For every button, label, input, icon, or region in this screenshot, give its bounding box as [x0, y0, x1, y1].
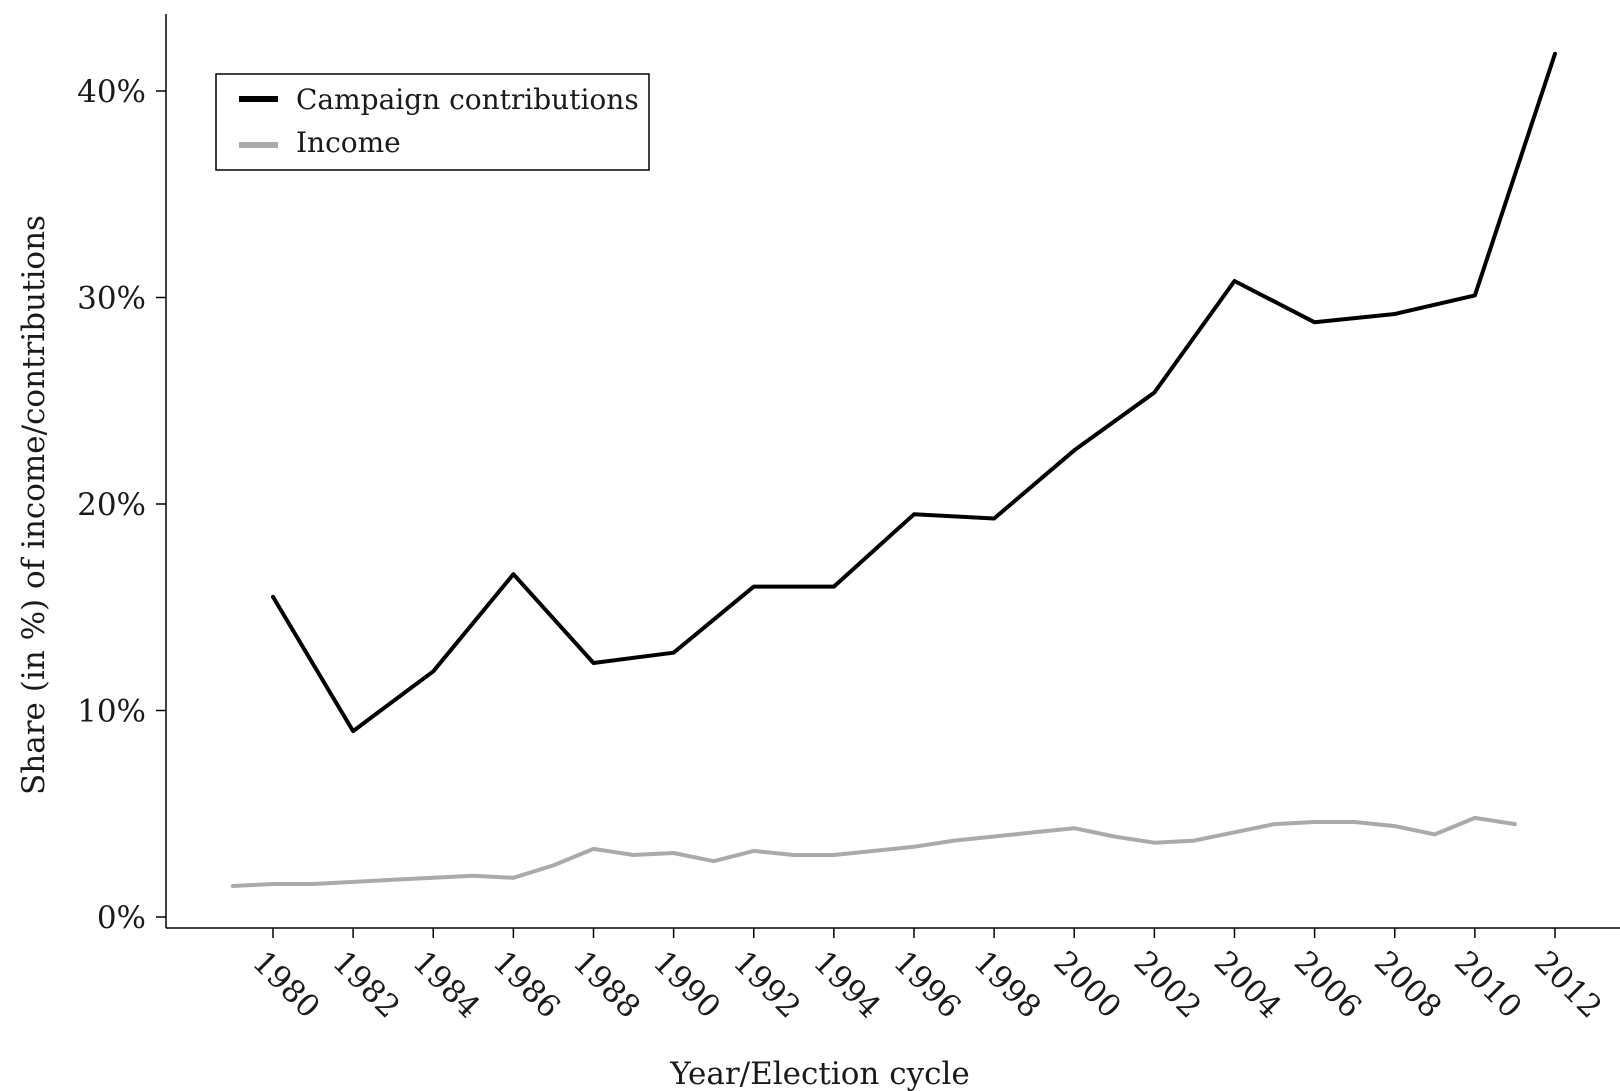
x-tick-label: 2004	[1207, 944, 1288, 1025]
x-tick-label: 1986	[486, 944, 567, 1025]
x-tick-label: 2006	[1287, 944, 1368, 1025]
x-tick-label: 2012	[1527, 944, 1608, 1025]
x-tick-label: 1992	[726, 944, 807, 1025]
x-tick-label: 1980	[245, 944, 326, 1025]
y-tick-label: 0%	[97, 900, 146, 936]
x-tick-label: 2010	[1447, 944, 1528, 1025]
legend-box	[215, 73, 650, 171]
x-tick-label: 2002	[1127, 944, 1208, 1025]
legend-label-income: Income	[296, 126, 401, 159]
series-line-income	[230, 815, 1517, 888]
x-tick-label: 1988	[566, 944, 647, 1025]
x-axis-title: Year/Election cycle	[669, 1056, 969, 1091]
x-tick-label: 1990	[646, 944, 727, 1025]
y-tick-label: 20%	[77, 487, 146, 523]
legend-label-campaign-contributions: Campaign contributions	[296, 83, 639, 116]
x-tick-label: 2008	[1367, 944, 1448, 1025]
x-tick-label: 1994	[806, 944, 887, 1025]
y-axis-ticks: 0% 10% 20% 30% 40%	[77, 74, 166, 936]
x-tick-label: 2000	[1047, 944, 1128, 1025]
x-axis-ticks: 1980198219841986198819901992199419961998…	[245, 928, 1609, 1025]
y-tick-label: 30%	[77, 281, 146, 317]
x-tick-label: 1998	[966, 944, 1047, 1025]
series-lines	[230, 51, 1557, 888]
y-tick-label: 10%	[77, 694, 146, 730]
x-tick-label: 1996	[886, 944, 967, 1025]
y-axis-title: Share (in %) of income/contributions	[16, 215, 52, 795]
legend: Campaign contributions Income	[215, 73, 650, 171]
x-tick-label: 1982	[325, 944, 406, 1025]
y-tick-label: 40%	[77, 74, 146, 110]
x-tick-label: 1984	[406, 944, 487, 1025]
